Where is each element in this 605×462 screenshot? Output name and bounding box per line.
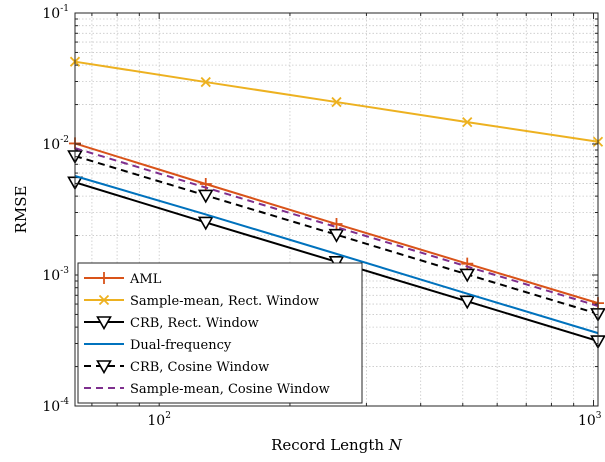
legend-box: [77, 262, 363, 404]
data-point: [330, 218, 343, 231]
series-dual-frequency: [74, 175, 599, 335]
legend-item: Dual-frequency: [84, 338, 232, 353]
grid: [75, 13, 598, 406]
data-point: [331, 96, 342, 108]
legend-item: Sample-mean, Rect. Window: [84, 294, 319, 309]
legend-item: Sample-mean, Cosine Window: [84, 382, 330, 397]
y-tick-label-exponent: -3: [60, 266, 69, 276]
legend-label: Sample-mean, Rect. Window: [130, 294, 319, 309]
data-point: [328, 228, 345, 243]
y-tick-label: 10-3: [42, 266, 69, 284]
data-point: [462, 116, 473, 128]
y-tick-label-exponent: -4: [60, 397, 69, 407]
y-tick-label-base: 10: [42, 137, 60, 153]
legend-label: CRB, Rect. Window: [130, 316, 259, 331]
data-point: [459, 268, 476, 283]
series-line: [74, 175, 599, 335]
legend-label: Sample-mean, Cosine Window: [130, 382, 330, 397]
legend-item: CRB, Cosine Window: [84, 360, 269, 375]
legend-label: CRB, Cosine Window: [130, 360, 269, 375]
x-tick-label-exponent: 3: [596, 411, 602, 421]
data-point: [200, 76, 211, 88]
legend-item: AML: [84, 272, 162, 287]
plot-frame: [74, 12, 599, 407]
legend-label: Dual-frequency: [130, 338, 232, 353]
data-point: [461, 257, 474, 270]
y-tick-label-base: 10: [42, 399, 60, 415]
legend-marker: [98, 272, 110, 284]
data-point: [197, 216, 214, 231]
legend-label: AML: [129, 272, 162, 287]
y-tick-label: 10-1: [42, 4, 69, 22]
legend-marker: [96, 316, 112, 331]
y-tick-label-exponent: -1: [60, 4, 69, 14]
x-tick-label: 103: [578, 411, 602, 429]
x-axis-label-variable: N: [388, 436, 403, 454]
x-tick-label-exponent: 2: [165, 411, 171, 421]
legend-item: CRB, Rect. Window: [84, 316, 259, 331]
x-tick-label-base: 10: [578, 413, 596, 429]
y-tick-label: 10-2: [42, 135, 69, 153]
y-tick-label: 10-4: [42, 397, 69, 415]
data-point: [197, 189, 214, 204]
x-axis-label-text: Record Length: [271, 436, 384, 454]
data-point: [459, 295, 476, 310]
x-tick-label-base: 10: [147, 413, 165, 429]
legend-marker: [96, 360, 112, 375]
y-tick-label-exponent: -2: [60, 135, 69, 145]
legend-marker: [98, 294, 110, 306]
y-tick-label-base: 10: [42, 6, 60, 22]
y-tick-label-base: 10: [42, 268, 60, 284]
x-tick-label: 102: [147, 411, 171, 429]
legend: AML Sample-mean, Rect. Window CRB, Rect. W…: [77, 262, 363, 404]
x-axis-label: Record Length N: [271, 436, 403, 454]
y-axis-label: RMSE: [12, 186, 30, 234]
